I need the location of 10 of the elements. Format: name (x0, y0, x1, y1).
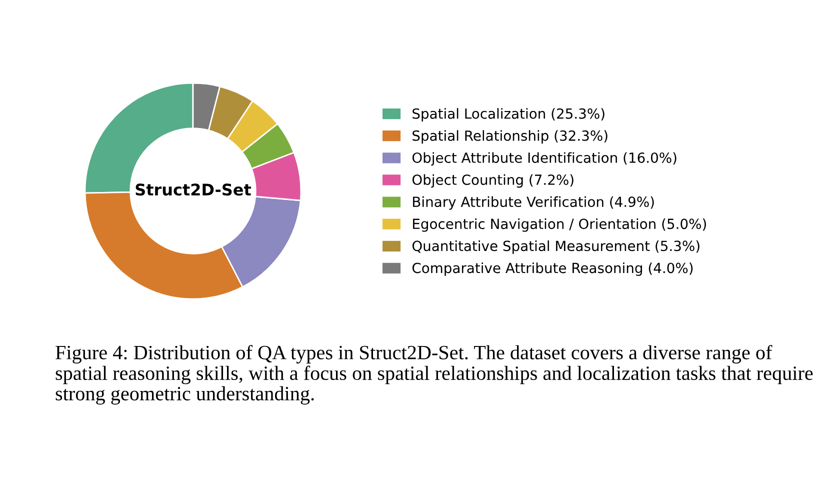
legend-label: Object Counting (7.2%) (412, 174, 574, 188)
legend-label: Spatial Localization (25.3%) (412, 108, 604, 122)
legend-label: Object Attribute Identification (16.0%) (412, 152, 676, 166)
text: Struct2D-Set (136, 184, 252, 196)
caption: Figure 4: Distribution of QA types in Struct2D-Set. The dataset covers a diverse range of spatial reasoning skills, with a focus on spatial relationships and localization tasks that require strong geometric understanding. (56, 345, 813, 405)
legend-label: Quantitative Spatial Measurement (5.3%) (412, 240, 700, 254)
legend-label: Egocentric Navigation / Orientation (5.0%) (413, 218, 706, 232)
legend-label: Binary Attribute Verification (4.9%) (413, 196, 654, 210)
legend-label: Spatial Relationship (32.3%) (412, 130, 608, 144)
legend-label: Comparative Attribute Reasoning (4.0%) (412, 262, 693, 276)
